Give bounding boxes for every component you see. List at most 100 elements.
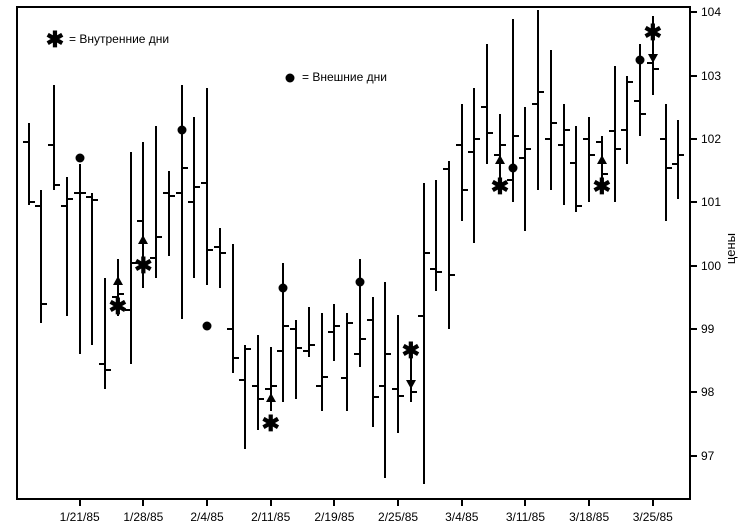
arrow-down-icon (406, 380, 416, 389)
ohlc-close (42, 303, 47, 305)
arrow-up-icon (266, 393, 276, 402)
ohlc-bar (473, 88, 475, 243)
inside-day-marker: ✱ (491, 176, 509, 198)
ohlc-close (246, 348, 251, 350)
ohlc-close (81, 192, 86, 194)
arrow-up-icon (138, 235, 148, 244)
ohlc-open (48, 144, 53, 146)
ohlc-open (86, 196, 91, 198)
inside-day-marker: ✱ (261, 413, 279, 435)
x-tick-label: 1/28/85 (123, 510, 163, 524)
ohlc-open (23, 141, 28, 143)
ohlc-close (234, 357, 239, 359)
ohlc-close (488, 132, 493, 134)
ohlc-open (367, 319, 372, 321)
outside-day-marker (177, 125, 186, 134)
ohlc-close (386, 353, 391, 355)
y-tick (691, 391, 697, 393)
ohlc-close (195, 186, 200, 188)
x-tick (652, 500, 654, 506)
inside-day-marker: ✱ (644, 22, 662, 44)
ohlc-open (316, 385, 321, 387)
ohlc-close (514, 135, 519, 137)
ohlc-open (239, 379, 244, 381)
ohlc-close (539, 91, 544, 93)
ohlc-bar (155, 126, 157, 278)
x-tick-label: 2/25/85 (378, 510, 418, 524)
x-tick-label: 2/4/85 (190, 510, 223, 524)
x-tick (397, 500, 399, 506)
ohlc-close (590, 154, 595, 156)
ohlc-close (310, 344, 315, 346)
ohlc-close (30, 201, 35, 203)
ohlc-bar (28, 123, 30, 205)
y-tick (691, 265, 697, 267)
outside-day-marker (279, 283, 288, 292)
ohlc-bar (588, 117, 590, 203)
ohlc-close (55, 184, 60, 186)
ohlc-open (341, 377, 346, 379)
outside-day-marker (75, 154, 84, 163)
arrow-down-icon (648, 54, 658, 63)
x-tick-label: 3/11/85 (506, 510, 545, 524)
ohlc-close (552, 122, 557, 124)
outside-day-marker (636, 55, 645, 64)
ohlc-open (303, 350, 308, 352)
ohlc-close (399, 395, 404, 397)
outside-day-marker (508, 163, 517, 172)
ohlc-open (227, 328, 232, 330)
ohlc-bar (308, 307, 310, 358)
ohlc-close (259, 398, 264, 400)
inside-day-marker: ✱ (109, 296, 127, 318)
y-tick-label: 97 (701, 449, 714, 463)
ohlc-bar (321, 313, 323, 411)
ohlc-close (450, 274, 455, 276)
ohlc-open (163, 192, 168, 194)
ohlc-chart: 979899100101102103104цены1/21/851/28/852… (0, 0, 739, 532)
ohlc-close (425, 252, 430, 254)
ohlc-open (277, 350, 282, 352)
ohlc-bar (232, 244, 234, 374)
ohlc-close (323, 376, 328, 378)
ohlc-bar (665, 104, 667, 221)
ohlc-open (443, 168, 448, 170)
ohlc-bar (512, 19, 514, 203)
ohlc-open (201, 182, 206, 184)
ohlc-close (157, 236, 162, 238)
x-tick (79, 500, 81, 506)
ohlc-close (272, 385, 277, 387)
ohlc-open (354, 353, 359, 355)
ohlc-close (106, 369, 111, 371)
ohlc-bar (295, 320, 297, 399)
ohlc-open (418, 315, 423, 317)
ohlc-bar (677, 120, 679, 199)
x-tick (588, 500, 590, 506)
ohlc-bar (206, 88, 208, 284)
ohlc-open (188, 201, 193, 203)
x-tick-label: 2/11/85 (251, 510, 290, 524)
y-tick-label: 99 (701, 322, 714, 336)
ohlc-bar (423, 183, 425, 484)
ohlc-bar (486, 44, 488, 164)
inside-day-marker: ✱ (134, 255, 152, 277)
ohlc-close (641, 113, 646, 115)
legend-dot-label: = Внешние дни (302, 70, 387, 84)
ohlc-close (616, 148, 621, 150)
ohlc-bar (435, 180, 437, 291)
ohlc-close (654, 68, 659, 70)
ohlc-close (170, 195, 175, 197)
x-tick (333, 500, 335, 506)
ohlc-open (392, 388, 397, 390)
ohlc-close (679, 154, 684, 156)
ohlc-close (577, 205, 582, 207)
y-tick (691, 75, 697, 77)
ohlc-open (74, 192, 79, 194)
y-tick (691, 201, 697, 203)
ohlc-bar (53, 85, 55, 190)
ohlc-close (297, 347, 302, 349)
ohlc-open (176, 192, 181, 194)
x-tick-label: 1/21/85 (60, 510, 100, 524)
ohlc-close (335, 325, 340, 327)
ohlc-bar (614, 66, 616, 202)
ohlc-open (660, 138, 665, 140)
